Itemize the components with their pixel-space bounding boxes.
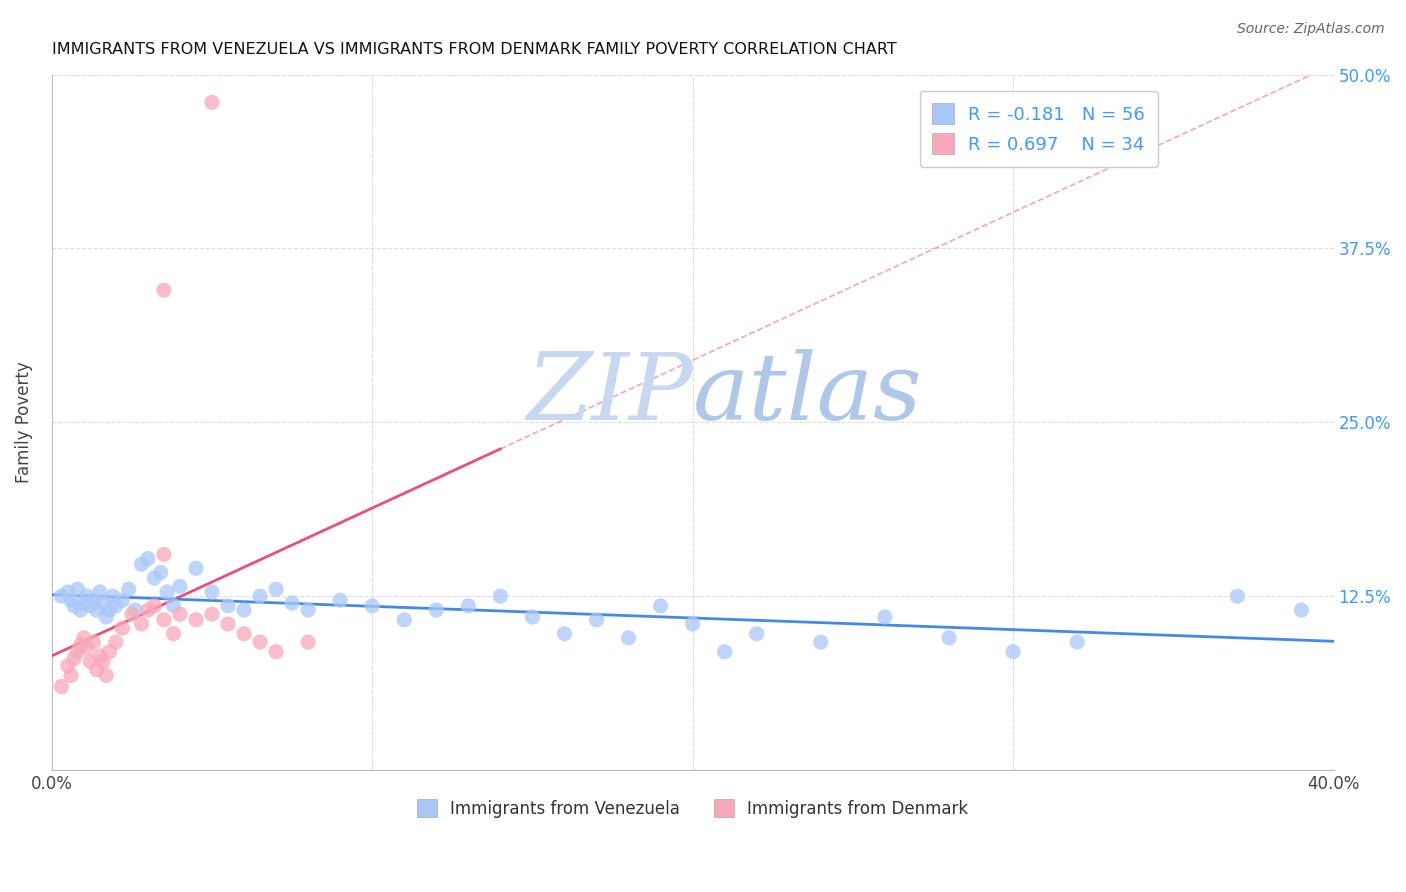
Point: [361, 599, 384, 613]
Point: [281, 596, 304, 610]
Point: [329, 593, 352, 607]
Point: [82, 635, 104, 649]
Point: [118, 582, 141, 597]
Text: IMMIGRANTS FROM VENEZUELA VS IMMIGRANTS FROM DENMARK FAMILY POVERTY CORRELATION : IMMIGRANTS FROM VENEZUELA VS IMMIGRANTS …: [52, 42, 897, 57]
Point: [153, 613, 176, 627]
Point: [682, 617, 704, 632]
Point: [82, 593, 104, 607]
Point: [249, 589, 271, 603]
Point: [51, 680, 73, 694]
Point: [1066, 635, 1088, 649]
Point: [66, 645, 89, 659]
Point: [143, 599, 166, 613]
Point: [96, 668, 118, 682]
Point: [91, 596, 114, 610]
Legend: Immigrants from Venezuela, Immigrants from Denmark: Immigrants from Venezuela, Immigrants fr…: [411, 793, 974, 824]
Point: [553, 626, 575, 640]
Point: [121, 607, 143, 622]
Point: [131, 617, 153, 632]
Point: [69, 603, 91, 617]
Point: [162, 599, 184, 613]
Point: [184, 561, 207, 575]
Point: [73, 596, 96, 610]
Text: atlas: atlas: [693, 350, 922, 440]
Point: [79, 599, 101, 613]
Point: [56, 585, 79, 599]
Point: [201, 585, 224, 599]
Point: [153, 548, 176, 562]
Point: [425, 603, 447, 617]
Point: [59, 593, 82, 607]
Point: [56, 658, 79, 673]
Point: [86, 663, 108, 677]
Point: [69, 638, 91, 652]
Point: [104, 635, 127, 649]
Point: [184, 613, 207, 627]
Text: Source: ZipAtlas.com: Source: ZipAtlas.com: [1237, 22, 1385, 37]
Point: [873, 610, 896, 624]
Point: [938, 631, 960, 645]
Text: ZIP: ZIP: [526, 350, 693, 440]
Point: [89, 648, 111, 663]
Point: [79, 655, 101, 669]
Point: [101, 589, 124, 603]
Point: [111, 593, 134, 607]
Point: [153, 283, 176, 297]
Point: [1226, 589, 1249, 603]
Point: [217, 599, 239, 613]
Point: [76, 640, 98, 655]
Point: [169, 607, 191, 622]
Point: [650, 599, 672, 613]
Point: [89, 585, 111, 599]
Point: [1002, 645, 1025, 659]
Point: [59, 668, 82, 682]
Point: [713, 645, 735, 659]
Point: [143, 571, 166, 585]
Point: [522, 610, 544, 624]
Point: [810, 635, 832, 649]
Point: [394, 613, 416, 627]
Point: [96, 610, 118, 624]
Point: [201, 607, 224, 622]
Point: [233, 603, 256, 617]
Point: [264, 582, 287, 597]
Point: [297, 603, 319, 617]
Point: [233, 626, 256, 640]
Point: [264, 645, 287, 659]
Point: [98, 645, 121, 659]
Point: [51, 589, 73, 603]
Point: [1291, 603, 1313, 617]
Point: [585, 613, 607, 627]
Point: [457, 599, 479, 613]
Point: [124, 603, 146, 617]
Point: [489, 589, 512, 603]
Point: [63, 599, 86, 613]
Point: [169, 579, 191, 593]
Point: [149, 566, 172, 580]
Point: [73, 631, 96, 645]
Point: [156, 585, 179, 599]
Point: [63, 651, 86, 665]
Point: [217, 617, 239, 632]
Point: [104, 599, 127, 613]
Point: [201, 95, 224, 110]
Point: [617, 631, 640, 645]
Point: [76, 589, 98, 603]
Point: [98, 603, 121, 617]
Point: [91, 655, 114, 669]
Point: [131, 557, 153, 571]
Point: [249, 635, 271, 649]
Point: [745, 626, 768, 640]
Point: [297, 635, 319, 649]
Point: [111, 621, 134, 635]
Y-axis label: Family Poverty: Family Poverty: [15, 361, 32, 483]
Point: [162, 626, 184, 640]
Point: [86, 603, 108, 617]
Point: [136, 551, 159, 566]
Point: [66, 582, 89, 597]
Point: [136, 603, 159, 617]
